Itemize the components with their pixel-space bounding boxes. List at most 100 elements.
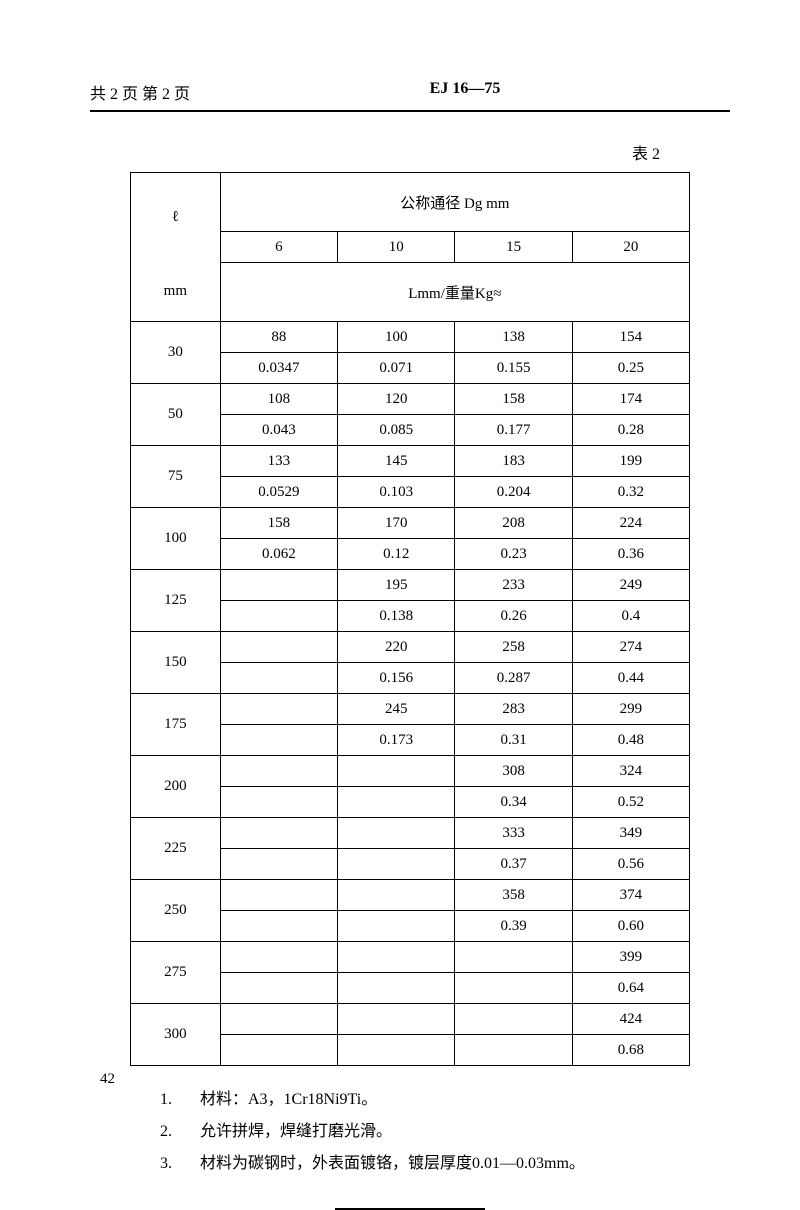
- cell-top: 220: [338, 632, 455, 663]
- row-label: 50: [131, 384, 221, 446]
- cell-bot: [338, 787, 455, 818]
- cell-bot: 0.68: [572, 1035, 689, 1066]
- note-num: 2.: [160, 1116, 200, 1148]
- cell-top: [220, 632, 337, 663]
- cell-top: [338, 942, 455, 973]
- row-label: 75: [131, 446, 221, 508]
- cell-bot: 0.34: [455, 787, 572, 818]
- row-header-symbol: ℓ: [131, 173, 221, 263]
- cell-top: 133: [220, 446, 337, 477]
- row-label: 30: [131, 322, 221, 384]
- cell-bot: 0.23: [455, 539, 572, 570]
- cell-top: 324: [572, 756, 689, 787]
- row-header-unit: mm: [131, 263, 221, 322]
- cell-top: [455, 942, 572, 973]
- row-label: 125: [131, 570, 221, 632]
- cell-top: 399: [572, 942, 689, 973]
- cell-bot: [455, 973, 572, 1004]
- cell-bot: 0.37: [455, 849, 572, 880]
- note-line: 2.允许拼焊，焊缝打磨光滑。: [160, 1116, 730, 1148]
- cell-bot: 0.4: [572, 601, 689, 632]
- col-header-2: 15: [455, 232, 572, 263]
- row-label: 175: [131, 694, 221, 756]
- cell-bot: 0.0347: [220, 353, 337, 384]
- cell-bot: 0.204: [455, 477, 572, 508]
- page-info: 共 2 页 第 2 页: [90, 80, 190, 104]
- cell-bot: [220, 725, 337, 756]
- cell-top: 224: [572, 508, 689, 539]
- cell-bot: 0.25: [572, 353, 689, 384]
- note-text: 材料：A3，1Cr18Ni9Ti。: [200, 1084, 377, 1116]
- cell-top: 158: [455, 384, 572, 415]
- row-label: 300: [131, 1004, 221, 1066]
- note-num: 1.: [160, 1084, 200, 1116]
- cell-bot: [220, 601, 337, 632]
- cell-top: 138: [455, 322, 572, 353]
- cell-top: [338, 756, 455, 787]
- sub-header: Lmm/重量Kg≈: [220, 263, 689, 322]
- cell-top: 233: [455, 570, 572, 601]
- cell-bot: 0.39: [455, 911, 572, 942]
- row-label: 150: [131, 632, 221, 694]
- data-table: ℓ公称通径 Dg mm6101520mmLmm/重量Kg≈30881001381…: [130, 172, 690, 1066]
- cell-top: [338, 1004, 455, 1035]
- cell-bot: 0.44: [572, 663, 689, 694]
- cell-top: 88: [220, 322, 337, 353]
- cell-bot: [220, 849, 337, 880]
- cell-bot: 0.48: [572, 725, 689, 756]
- cell-top: [220, 1004, 337, 1035]
- cell-top: 274: [572, 632, 689, 663]
- note-text: 允许拼焊，焊缝打磨光滑。: [200, 1116, 392, 1148]
- cell-top: 108: [220, 384, 337, 415]
- cell-top: [220, 942, 337, 973]
- cell-top: 333: [455, 818, 572, 849]
- note-line: 1.材料：A3，1Cr18Ni9Ti。: [160, 1084, 730, 1116]
- cell-bot: [220, 787, 337, 818]
- cell-bot: 0.287: [455, 663, 572, 694]
- notes-block: 1.材料：A3，1Cr18Ni9Ti。2.允许拼焊，焊缝打磨光滑。3.材料为碳钢…: [160, 1084, 730, 1180]
- cell-bot: 0.173: [338, 725, 455, 756]
- cell-top: 174: [572, 384, 689, 415]
- cell-bot: 0.28: [572, 415, 689, 446]
- row-label: 100: [131, 508, 221, 570]
- cell-top: [220, 756, 337, 787]
- cell-bot: [220, 911, 337, 942]
- row-label: 225: [131, 818, 221, 880]
- cell-top: [338, 880, 455, 911]
- cell-bot: 0.64: [572, 973, 689, 1004]
- cell-bot: 0.26: [455, 601, 572, 632]
- note-text: 材料为碳钢时，外表面镀铬，镀层厚度0.01—0.03mm。: [200, 1148, 585, 1180]
- cell-top: 374: [572, 880, 689, 911]
- cell-bot: 0.138: [338, 601, 455, 632]
- cell-top: 195: [338, 570, 455, 601]
- cell-top: 283: [455, 694, 572, 725]
- cell-bot: 0.52: [572, 787, 689, 818]
- cell-top: 308: [455, 756, 572, 787]
- cell-top: 145: [338, 446, 455, 477]
- cell-bot: 0.043: [220, 415, 337, 446]
- cell-bot: 0.32: [572, 477, 689, 508]
- cell-bot: [455, 1035, 572, 1066]
- cell-bot: [220, 973, 337, 1004]
- cell-bot: [338, 911, 455, 942]
- cell-bot: 0.156: [338, 663, 455, 694]
- row-label: 250: [131, 880, 221, 942]
- cell-bot: 0.103: [338, 477, 455, 508]
- cell-top: 258: [455, 632, 572, 663]
- cell-top: [455, 1004, 572, 1035]
- cell-bot: 0.56: [572, 849, 689, 880]
- col-header-0: 6: [220, 232, 337, 263]
- cell-top: 158: [220, 508, 337, 539]
- cell-top: [220, 880, 337, 911]
- cell-top: 100: [338, 322, 455, 353]
- cell-top: 154: [572, 322, 689, 353]
- cell-bot: 0.085: [338, 415, 455, 446]
- cell-top: 358: [455, 880, 572, 911]
- cell-top: 299: [572, 694, 689, 725]
- cell-top: [220, 818, 337, 849]
- cell-bot: 0.36: [572, 539, 689, 570]
- table-label: 表 2: [90, 140, 730, 164]
- cell-bot: 0.177: [455, 415, 572, 446]
- row-label: 200: [131, 756, 221, 818]
- col-group-title: 公称通径 Dg mm: [220, 173, 689, 232]
